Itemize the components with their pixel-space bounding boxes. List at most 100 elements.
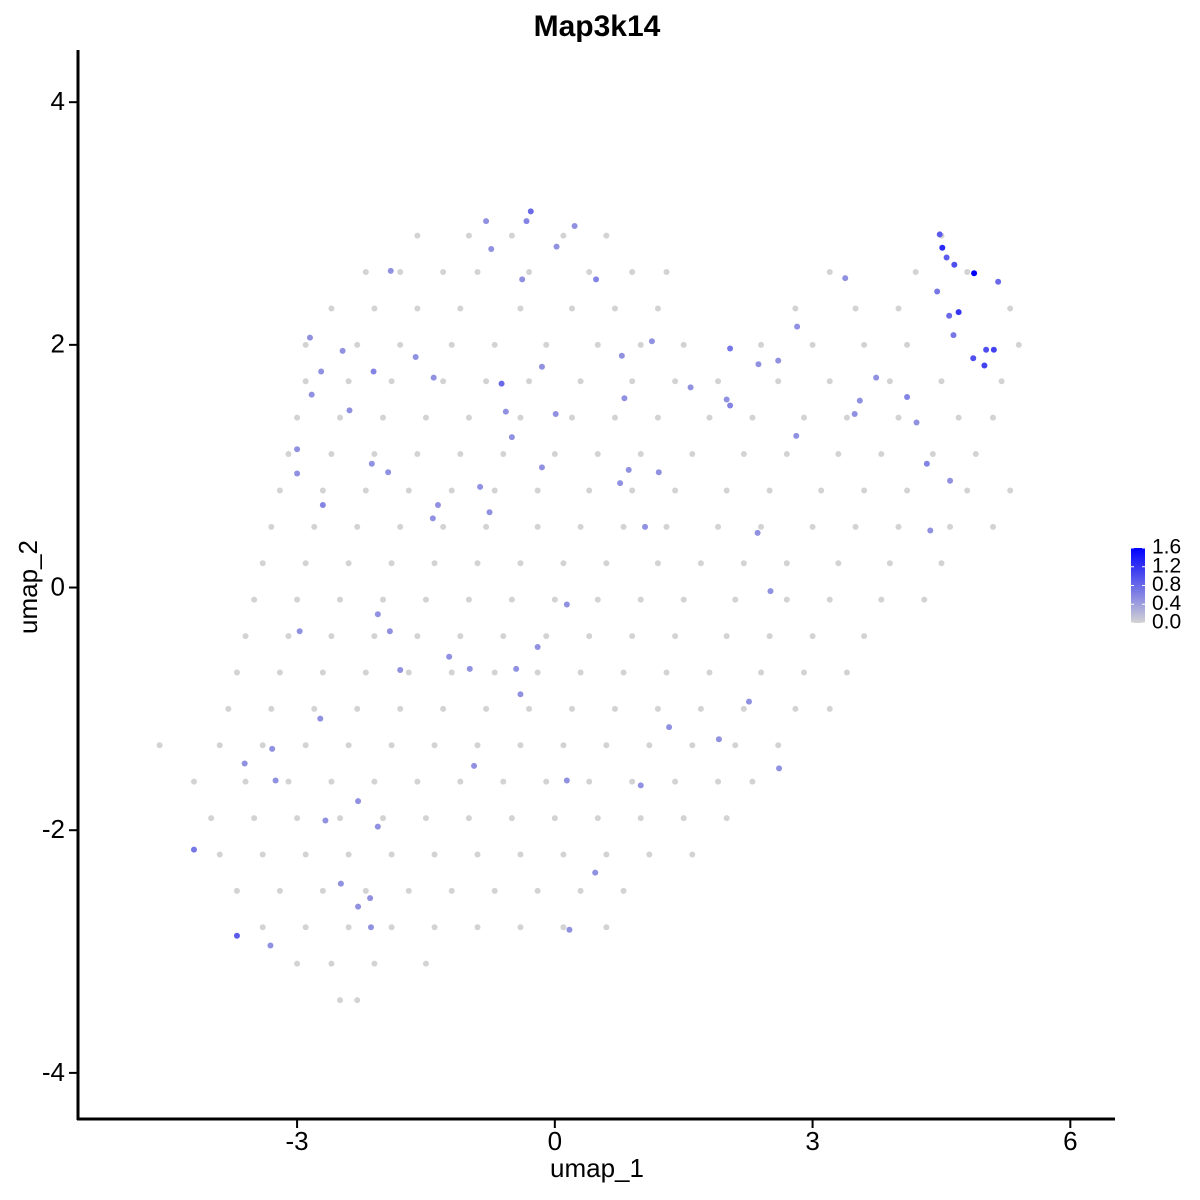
- point: [566, 926, 573, 933]
- point: [440, 378, 447, 385]
- point: [319, 669, 326, 676]
- point: [367, 924, 374, 931]
- point: [233, 669, 240, 676]
- point: [990, 523, 996, 530]
- point: [526, 705, 533, 712]
- point: [861, 341, 868, 348]
- point: [446, 653, 453, 660]
- point: [680, 341, 687, 348]
- point: [603, 924, 610, 931]
- point: [422, 414, 429, 421]
- point: [208, 815, 215, 822]
- point: [577, 669, 584, 676]
- point: [431, 924, 438, 931]
- point: [465, 414, 472, 421]
- point: [397, 523, 404, 530]
- point: [758, 669, 765, 676]
- y-tick-label: -2: [42, 814, 65, 844]
- point: [637, 341, 644, 348]
- point: [715, 378, 722, 385]
- point: [697, 705, 704, 712]
- point: [486, 509, 493, 516]
- point: [216, 742, 223, 749]
- point: [397, 341, 404, 348]
- point: [431, 742, 438, 749]
- point: [946, 312, 953, 319]
- point: [943, 254, 950, 261]
- point: [560, 232, 567, 239]
- point: [552, 411, 559, 418]
- point: [345, 851, 352, 858]
- point: [259, 742, 266, 749]
- point: [242, 633, 249, 640]
- point: [311, 705, 318, 712]
- point: [715, 523, 722, 530]
- point: [1015, 341, 1022, 348]
- point: [593, 276, 600, 283]
- point: [629, 778, 636, 785]
- point: [826, 378, 833, 385]
- point: [517, 924, 524, 931]
- point: [216, 851, 223, 858]
- point: [754, 529, 761, 536]
- point: [955, 309, 962, 316]
- point: [491, 669, 498, 676]
- point: [723, 815, 730, 822]
- point: [483, 218, 490, 225]
- point: [663, 269, 670, 276]
- point: [500, 778, 507, 785]
- point: [345, 742, 352, 749]
- point: [621, 395, 628, 402]
- point: [878, 451, 885, 458]
- point: [534, 487, 541, 494]
- point: [646, 851, 653, 858]
- point: [337, 815, 344, 822]
- point: [983, 346, 990, 353]
- point: [319, 487, 326, 494]
- point: [318, 368, 325, 375]
- point: [727, 402, 734, 409]
- point: [397, 269, 404, 276]
- point: [362, 487, 369, 494]
- colorbar-tick-label: 0.4: [1152, 592, 1182, 615]
- point: [422, 960, 429, 967]
- point: [998, 378, 1005, 385]
- point: [818, 487, 825, 494]
- point: [471, 762, 478, 769]
- point: [637, 815, 644, 822]
- point: [947, 523, 954, 530]
- point: [251, 596, 258, 603]
- point: [617, 480, 624, 487]
- point: [328, 960, 335, 967]
- point: [457, 633, 464, 640]
- point: [835, 451, 842, 458]
- point: [385, 469, 392, 476]
- point: [457, 305, 464, 312]
- point: [637, 596, 644, 603]
- point: [414, 305, 421, 312]
- point: [603, 851, 610, 858]
- point: [783, 560, 790, 567]
- point: [620, 523, 627, 530]
- point: [457, 778, 464, 785]
- point: [569, 705, 576, 712]
- point: [276, 487, 283, 494]
- point: [689, 742, 696, 749]
- point: [328, 305, 335, 312]
- point: [294, 960, 301, 967]
- point: [259, 851, 266, 858]
- point: [513, 665, 520, 672]
- point: [569, 414, 576, 421]
- point: [500, 633, 507, 640]
- point: [794, 323, 801, 330]
- point: [723, 487, 730, 494]
- point: [680, 596, 687, 603]
- point: [488, 245, 495, 252]
- point: [302, 742, 309, 749]
- point: [654, 705, 661, 712]
- point: [981, 362, 988, 369]
- point: [276, 887, 283, 894]
- point: [371, 960, 378, 967]
- point: [629, 633, 636, 640]
- point: [560, 560, 567, 567]
